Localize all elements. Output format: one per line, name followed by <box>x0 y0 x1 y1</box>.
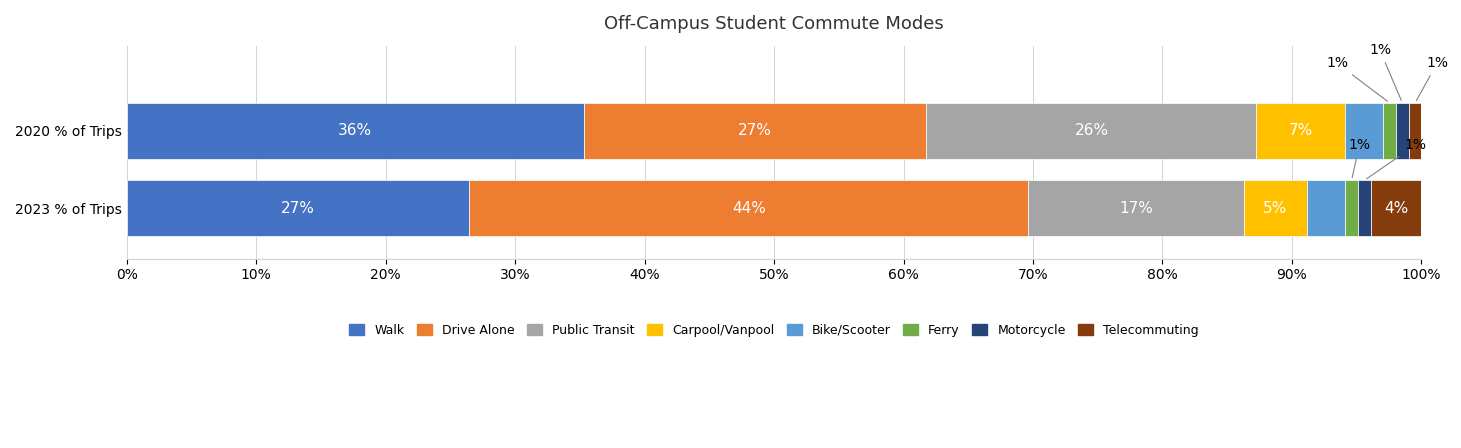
Bar <box>1346 103 1384 159</box>
Bar <box>926 103 1256 159</box>
Text: 4%: 4% <box>1384 201 1408 216</box>
Text: 44%: 44% <box>732 201 766 216</box>
Bar <box>1357 181 1370 236</box>
Bar <box>469 181 1029 236</box>
Text: 1%: 1% <box>1327 56 1388 101</box>
Text: 7%: 7% <box>1289 123 1313 138</box>
Title: Off-Campus Student Commute Modes: Off-Campus Student Commute Modes <box>605 15 944 33</box>
Bar <box>1243 181 1308 236</box>
Text: 27%: 27% <box>738 123 771 138</box>
Bar <box>127 181 469 236</box>
Bar <box>1346 181 1357 236</box>
Text: 1%: 1% <box>1369 43 1401 100</box>
Legend: Walk, Drive Alone, Public Transit, Carpool/Vanpool, Bike/Scooter, Ferry, Motorcy: Walk, Drive Alone, Public Transit, Carpo… <box>345 319 1204 342</box>
Bar <box>1384 103 1397 159</box>
Text: 36%: 36% <box>337 123 373 138</box>
Text: 27%: 27% <box>281 201 316 216</box>
Bar <box>1408 103 1422 159</box>
Bar <box>1029 181 1243 236</box>
Text: 1%: 1% <box>1349 138 1370 178</box>
Text: 17%: 17% <box>1119 201 1153 216</box>
Bar <box>127 103 584 159</box>
Text: 5%: 5% <box>1264 201 1287 216</box>
Text: 1%: 1% <box>1416 56 1448 100</box>
Text: 26%: 26% <box>1074 123 1109 138</box>
Bar <box>1256 103 1346 159</box>
Text: 1%: 1% <box>1366 138 1426 179</box>
Bar <box>1308 181 1346 236</box>
Bar <box>1397 103 1408 159</box>
Bar <box>1370 181 1422 236</box>
Bar <box>584 103 926 159</box>
